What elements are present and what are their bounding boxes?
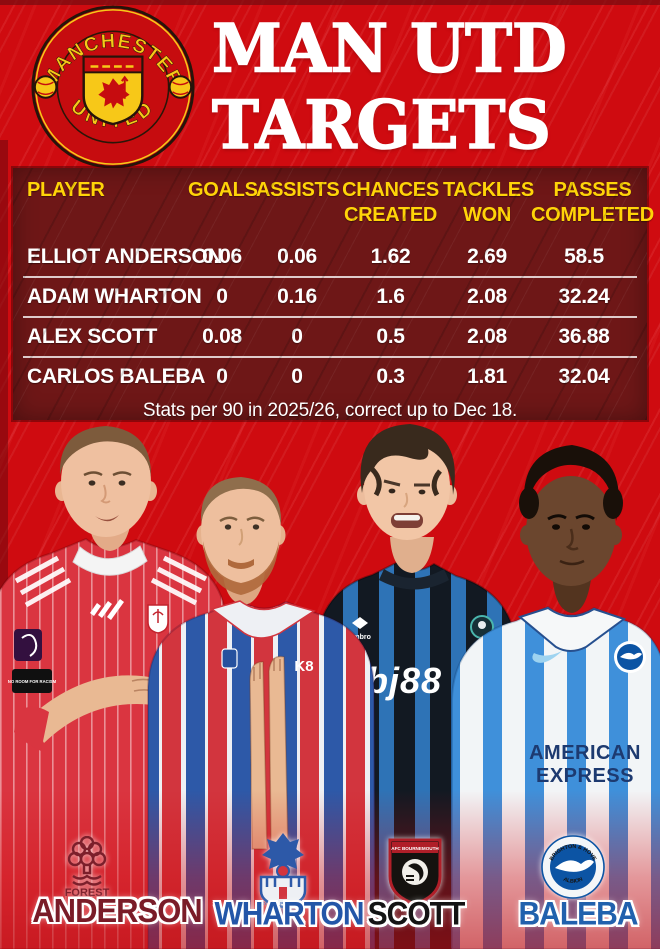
wharton-shirt-sponsor: K8 — [294, 658, 313, 675]
cell-passes: 36.88 — [558, 325, 610, 348]
cell-passes: 58.5 — [564, 245, 604, 268]
baleba-afro-hair — [523, 445, 619, 521]
cell-tackles: 2.08 — [467, 285, 507, 308]
svg-text:EXPRESS: EXPRESS — [536, 765, 634, 787]
cell-player: ELLIOT ANDERSON — [27, 245, 223, 268]
brighton-chest-badge-icon — [614, 641, 646, 673]
title-line-1: MAN UTD — [211, 8, 567, 88]
cell-passes: 32.04 — [558, 365, 610, 388]
table-row: ELLIOT ANDERSON 0.06 0.06 1.62 2.69 58.5 — [23, 238, 637, 276]
cell-goals: 0.06 — [202, 245, 242, 268]
col-header-goals: GOALS — [188, 179, 258, 201]
manchester-united-crest-icon: MANCHESTER UNITED — [31, 5, 195, 169]
svg-text:AMERICAN: AMERICAN — [529, 742, 641, 764]
svg-text:umbro: umbro — [349, 634, 371, 641]
cell-chances: 1.62 — [370, 245, 411, 268]
cell-chances: 1.6 — [376, 285, 405, 308]
scott-face — [364, 434, 450, 540]
baleba-shirt-sponsor: AMERICAN EXPRESS — [529, 742, 641, 787]
table-footnote: Stats per 90 in 2025/26, correct up to D… — [142, 400, 518, 421]
col-header-player: PLAYER — [27, 179, 105, 201]
cell-player: ALEX SCOTT — [27, 325, 158, 348]
players-photo-composite: NO ROOM FOR RACISM — [0, 424, 660, 949]
stats-table: PLAYER GOALS ASSISTS CHANCES CREATED TACK… — [13, 168, 654, 421]
table-row: ALEX SCOTT 0.08 0 0.5 2.08 36.88 — [23, 316, 637, 356]
crest-footballs — [33, 75, 193, 99]
cell-assists: 0.16 — [277, 285, 317, 308]
cell-goals: 0 — [216, 285, 228, 308]
no-room-for-racism-patch: NO ROOM FOR RACISM — [8, 669, 57, 693]
anderson-hair — [59, 426, 152, 477]
svg-text:NO ROOM FOR RACISM: NO ROOM FOR RACISM — [8, 679, 57, 684]
cell-player: CARLOS BALEBA — [27, 365, 206, 388]
cell-passes: 32.24 — [558, 285, 610, 308]
title-line-2: TARGETS — [211, 85, 551, 164]
player-photo-baleba: AMERICAN EXPRESS — [451, 445, 660, 949]
anderson-forearm — [30, 675, 167, 743]
umbro-logo-icon: umbro — [349, 617, 371, 641]
red-devil-icon — [98, 78, 130, 109]
crest-shield — [82, 55, 144, 126]
player-photo-wharton: K8 — [147, 477, 377, 949]
table-header-row: PLAYER GOALS ASSISTS CHANCES CREATED TACK… — [23, 178, 654, 238]
cell-tackles: 2.69 — [467, 245, 507, 268]
cell-assists: 0 — [291, 365, 303, 388]
cell-player: ADAM WHARTON — [27, 285, 202, 308]
cell-goals: 0.08 — [202, 325, 242, 348]
scott-shirt-sponsor: bj88 — [366, 660, 442, 701]
cell-assists: 0 — [291, 325, 303, 348]
cell-chances: 0.5 — [376, 325, 405, 348]
cell-assists: 0.06 — [277, 245, 317, 268]
col-header-assists: ASSISTS — [256, 179, 340, 201]
top-edge-strip — [0, 0, 660, 5]
table-row: CARLOS BALEBA 0 0 0.3 1.81 32.04 — [23, 356, 637, 396]
wharton-buzzcut-hair — [200, 477, 282, 525]
wharton-beard — [203, 541, 279, 595]
anderson-face — [61, 427, 151, 537]
premier-league-patch — [14, 629, 42, 661]
palace-chest-badge-icon — [221, 648, 238, 669]
scott-hair — [360, 424, 455, 495]
col-header-chances-created: CHANCES CREATED — [342, 179, 439, 226]
table-row: ADAM WHARTON 0 0.16 1.6 2.08 32.24 — [23, 276, 637, 316]
col-header-tackles-won: TACKLES WON — [443, 179, 534, 226]
cell-goals: 0 — [216, 365, 228, 388]
adidas-logo-icon — [90, 599, 124, 620]
nike-swoosh-icon — [532, 651, 562, 663]
cell-chances: 0.3 — [376, 365, 405, 388]
col-header-passes-completed: PASSES COMPLETED — [531, 179, 654, 226]
cell-tackles: 1.81 — [467, 365, 507, 388]
page-title: MAN UTD TARGETS — [211, 8, 632, 164]
left-edge-shade — [0, 140, 8, 700]
cell-tackles: 2.08 — [467, 325, 507, 348]
forest-chest-badge-icon — [147, 604, 169, 634]
adidas-shoulder-stripes — [14, 555, 208, 608]
